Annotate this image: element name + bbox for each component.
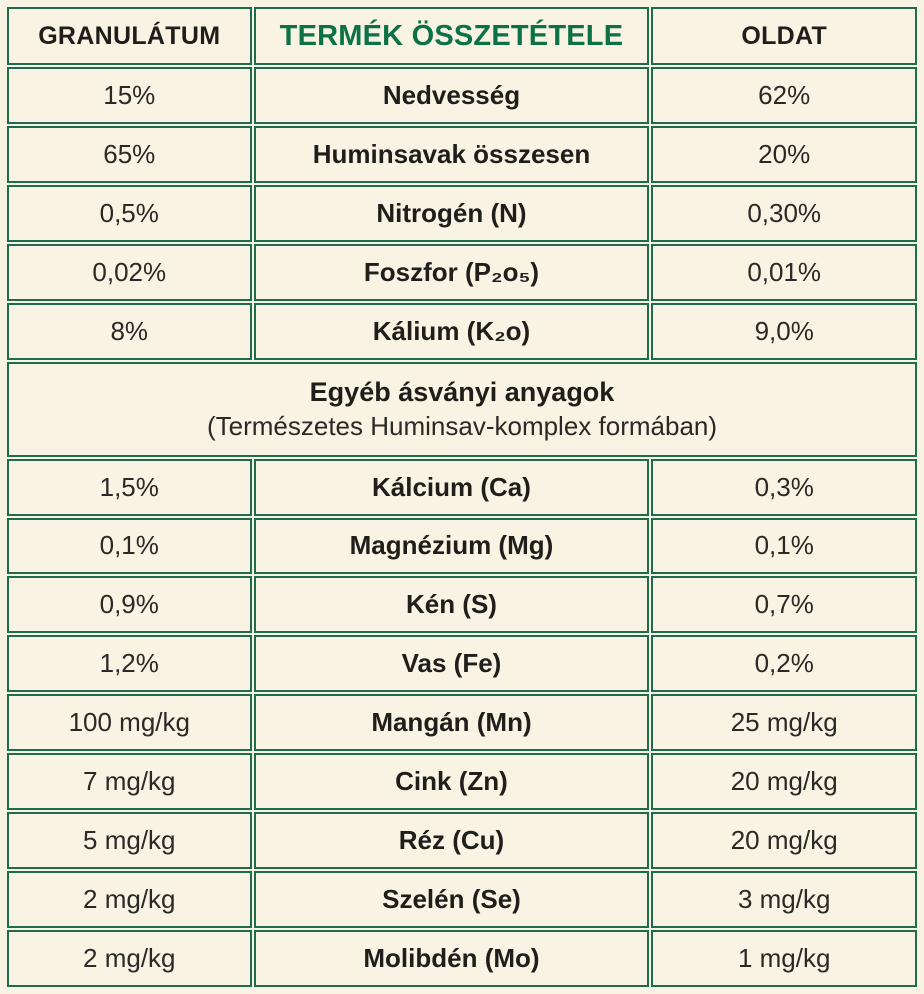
oldat-value: 25 mg/kg xyxy=(651,694,917,752)
section-title: Egyéb ásványi anyagok xyxy=(309,376,615,407)
section-subtitle: (Természetes Huminsav-komplex formában) xyxy=(206,410,718,441)
table-row: 1,2% Vas (Fe) 0,2% xyxy=(7,635,917,693)
granulatum-value: 7 mg/kg xyxy=(7,753,252,811)
component-name: Cink (Zn) xyxy=(253,753,650,811)
table-row: 7 mg/kg Cink (Zn) 20 mg/kg xyxy=(7,753,917,811)
oldat-value: 0,7% xyxy=(651,576,917,634)
table-row: 1,5% Kálcium (Ca) 0,3% xyxy=(7,458,917,516)
component-name: Szelén (Se) xyxy=(253,871,650,928)
table-row: 2 mg/kg Molibdén (Mo) 1 mg/kg xyxy=(7,929,917,987)
table-row: 15% Nedvesség 62% xyxy=(7,67,917,124)
table-row: 0,02% Foszfor (P₂o₅) 0,01% xyxy=(7,243,917,301)
oldat-value: 0,01% xyxy=(651,243,917,301)
oldat-value: 20 mg/kg xyxy=(651,812,917,870)
column-header-granulatum: GRANULÁTUM xyxy=(7,7,252,65)
granulatum-value: 5 mg/kg xyxy=(7,812,252,870)
oldat-value: 0,1% xyxy=(651,517,917,575)
oldat-value: 20% xyxy=(651,125,917,183)
component-name: Kálcium (Ca) xyxy=(253,458,650,516)
granulatum-value: 2 mg/kg xyxy=(7,929,252,987)
component-name: Huminsavak összesen xyxy=(253,125,650,183)
table-title: TERMÉK ÖSSZETÉTELE xyxy=(253,7,650,65)
table-header-row: GRANULÁTUM TERMÉK ÖSSZETÉTELE OLDAT xyxy=(7,7,917,65)
granulatum-value: 1,5% xyxy=(7,458,252,516)
component-name: Nedvesség xyxy=(253,67,650,124)
component-name: Kálium (K₂o) xyxy=(253,302,650,360)
component-name: Foszfor (P₂o₅) xyxy=(253,243,650,301)
granulatum-value: 0,1% xyxy=(7,517,252,575)
table-row: 0,1% Magnézium (Mg) 0,1% xyxy=(7,517,917,575)
granulatum-value: 0,9% xyxy=(7,576,252,634)
component-name: Vas (Fe) xyxy=(253,635,650,693)
component-name: Mangán (Mn) xyxy=(253,694,650,752)
oldat-value: 0,30% xyxy=(651,184,917,242)
table-row: 2 mg/kg Szelén (Se) 3 mg/kg xyxy=(7,871,917,928)
oldat-value: 0,3% xyxy=(651,458,917,516)
oldat-value: 0,2% xyxy=(651,635,917,693)
table-row: 8% Kálium (K₂o) 9,0% xyxy=(7,302,917,360)
column-header-oldat: OLDAT xyxy=(651,7,917,65)
granulatum-value: 2 mg/kg xyxy=(7,871,252,928)
granulatum-value: 65% xyxy=(7,125,252,183)
component-name: Kén (S) xyxy=(253,576,650,634)
table-section-row: Egyéb ásványi anyagok (Természetes Humin… xyxy=(7,361,917,457)
oldat-value: 9,0% xyxy=(651,302,917,360)
granulatum-value: 100 mg/kg xyxy=(7,694,252,752)
table-row: 100 mg/kg Mangán (Mn) 25 mg/kg xyxy=(7,694,917,752)
component-name: Réz (Cu) xyxy=(253,812,650,870)
oldat-value: 20 mg/kg xyxy=(651,753,917,811)
table-row: 5 mg/kg Réz (Cu) 20 mg/kg xyxy=(7,812,917,870)
component-name: Nitrogén (N) xyxy=(253,184,650,242)
table-row: 0,5% Nitrogén (N) 0,30% xyxy=(7,184,917,242)
granulatum-value: 0,5% xyxy=(7,184,252,242)
granulatum-value: 0,02% xyxy=(7,243,252,301)
oldat-value: 62% xyxy=(651,67,917,124)
granulatum-value: 15% xyxy=(7,67,252,124)
granulatum-value: 8% xyxy=(7,302,252,360)
component-name: Molibdén (Mo) xyxy=(253,929,650,987)
oldat-value: 3 mg/kg xyxy=(651,871,917,928)
table-row: 0,9% Kén (S) 0,7% xyxy=(7,576,917,634)
table-row: 65% Huminsavak összesen 20% xyxy=(7,125,917,183)
oldat-value: 1 mg/kg xyxy=(651,929,917,987)
granulatum-value: 1,2% xyxy=(7,635,252,693)
component-name: Magnézium (Mg) xyxy=(253,517,650,575)
